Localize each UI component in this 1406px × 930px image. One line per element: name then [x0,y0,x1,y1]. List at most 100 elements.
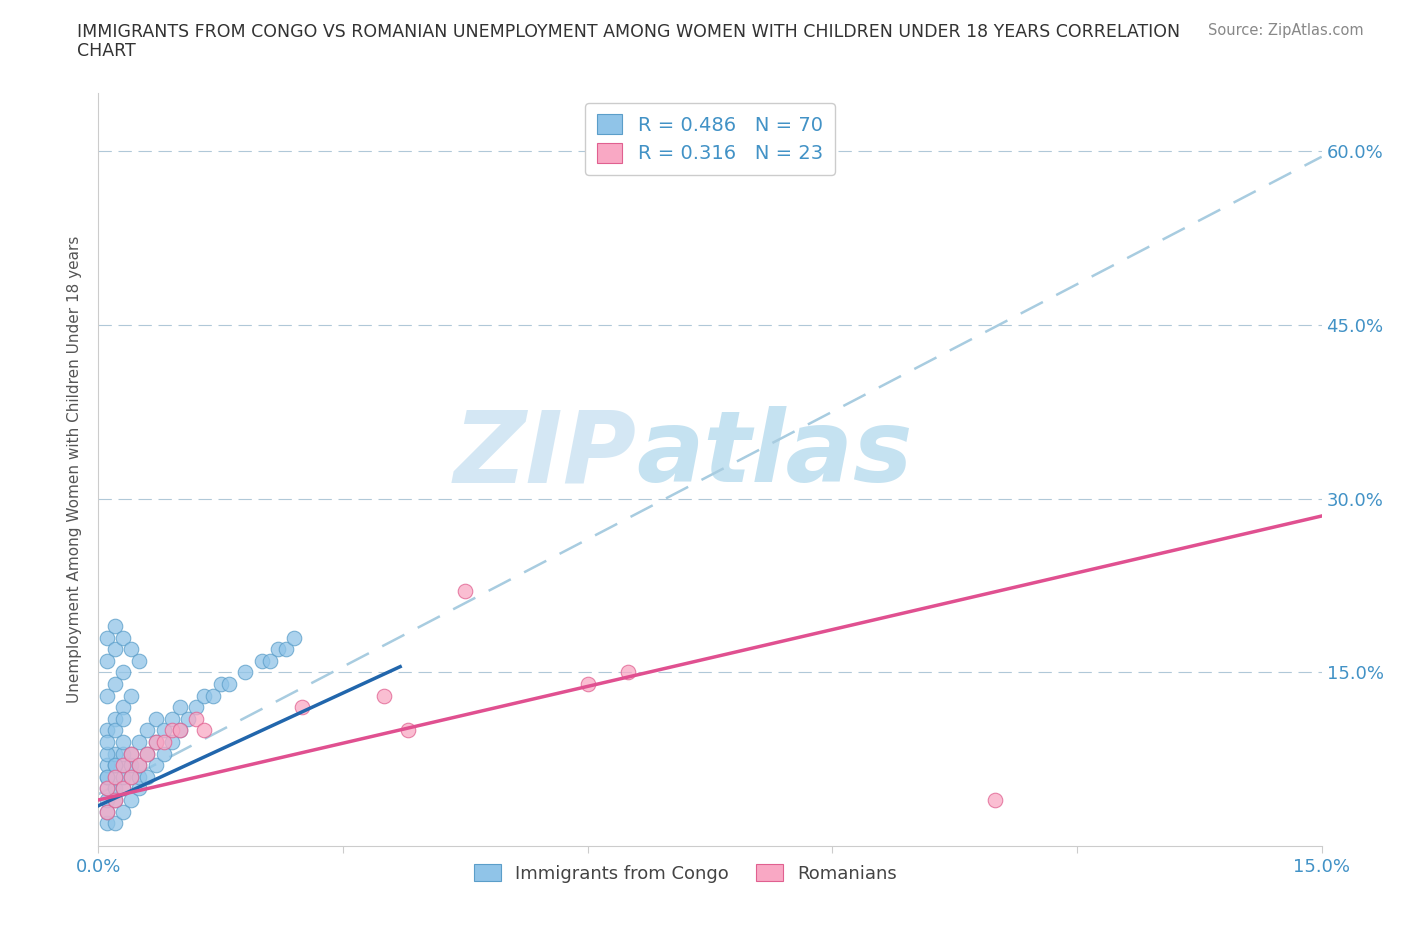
Text: atlas: atlas [637,406,912,503]
Point [96,688,118,703]
Point [96,804,118,819]
Point [177,711,200,726]
Point [128,781,150,796]
Point [120,758,142,773]
Text: IMMIGRANTS FROM CONGO VS ROMANIAN UNEMPLOYMENT AMONG WOMEN WITH CHILDREN UNDER 1: IMMIGRANTS FROM CONGO VS ROMANIAN UNEMPL… [77,23,1181,41]
Point [145,758,167,773]
Point [96,723,118,737]
Point [104,758,127,773]
Point [104,781,127,796]
Point [104,758,127,773]
Point [145,735,167,750]
Point [120,792,142,807]
Point [111,665,134,680]
Point [104,711,127,726]
Point [111,758,134,773]
Point [160,711,183,726]
Point [96,758,118,773]
Point [111,735,134,750]
Point [169,723,191,737]
Point [136,746,159,761]
Point [104,792,127,807]
Point [169,699,191,714]
Point [128,758,150,773]
Point [145,711,167,726]
Point [120,642,142,657]
Point [111,746,134,761]
Point [218,677,240,692]
Point [96,735,118,750]
Point [274,642,297,657]
Point [111,711,134,726]
Point [111,769,134,784]
Point [111,804,134,819]
Point [111,699,134,714]
Text: ZIP: ZIP [454,406,637,503]
Point [120,746,142,761]
Text: Source: ZipAtlas.com: Source: ZipAtlas.com [1208,23,1364,38]
Point [96,804,118,819]
Point [136,769,159,784]
Point [104,792,127,807]
Point [160,723,183,737]
Point [96,792,118,807]
Point [104,746,127,761]
Legend: Immigrants from Congo, Romanians: Immigrants from Congo, Romanians [467,857,904,890]
Point [152,723,174,737]
Point [96,781,118,796]
Point [104,642,127,657]
Y-axis label: Unemployment Among Women with Children Under 18 years: Unemployment Among Women with Children U… [67,236,83,703]
Point [136,723,159,737]
Point [201,688,224,703]
Point [120,769,142,784]
Point [128,654,150,669]
Point [104,677,127,692]
Point [193,723,215,737]
Point [120,746,142,761]
Point [104,769,127,784]
Point [111,781,134,796]
Point [96,746,118,761]
Point [111,758,134,773]
Point [267,642,290,657]
Point [373,688,395,703]
Point [104,723,127,737]
Point [96,654,118,669]
Point [111,631,134,645]
Point [283,631,305,645]
Point [209,677,232,692]
Point [186,711,208,726]
Point [576,677,599,692]
Point [152,746,174,761]
Point [617,665,640,680]
Point [152,735,174,750]
Point [104,769,127,784]
Point [120,769,142,784]
Point [193,688,215,703]
Point [160,735,183,750]
Point [104,816,127,830]
Point [120,688,142,703]
Point [291,699,314,714]
Point [104,618,127,633]
Point [96,769,118,784]
Point [396,723,419,737]
Point [259,654,281,669]
Point [186,699,208,714]
Text: CHART: CHART [77,42,136,60]
Point [96,769,118,784]
Point [984,792,1007,807]
Point [96,816,118,830]
Point [454,584,477,599]
Point [250,654,273,669]
Point [136,746,159,761]
Point [128,769,150,784]
Point [169,723,191,737]
Point [128,735,150,750]
Point [96,781,118,796]
Point [111,781,134,796]
Point [233,665,256,680]
Point [96,631,118,645]
Point [145,735,167,750]
Point [128,758,150,773]
